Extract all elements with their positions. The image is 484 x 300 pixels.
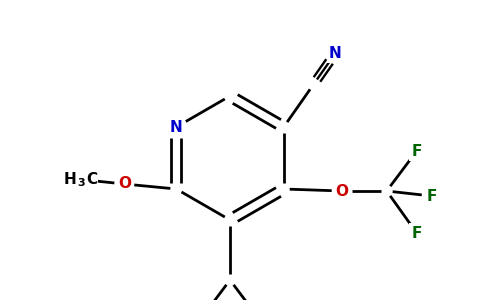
Text: O: O (118, 176, 131, 191)
Text: F: F (411, 226, 422, 241)
Text: C: C (86, 172, 97, 187)
Text: N: N (170, 119, 182, 134)
Text: H: H (63, 172, 76, 187)
Text: 3: 3 (77, 178, 85, 188)
Text: F: F (426, 188, 437, 203)
Text: N: N (329, 46, 342, 61)
Text: F: F (411, 143, 422, 158)
Text: O: O (335, 184, 348, 199)
